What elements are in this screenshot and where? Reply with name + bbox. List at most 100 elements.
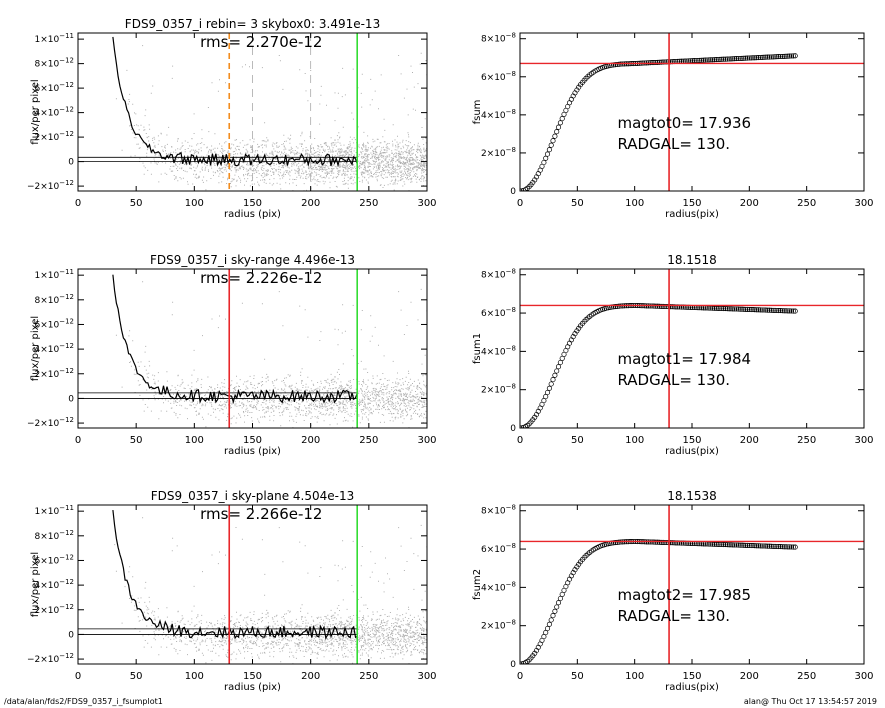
y-axis-label: fsum2 [472, 569, 483, 600]
y-tick-label: 1×10−11 [34, 268, 74, 281]
x-tick-label: 150 [682, 435, 701, 446]
magtot-annotation: magtot1= 17.984 [617, 350, 751, 368]
y-tick-label: 8×10−8 [481, 504, 516, 517]
y-tick-label: 8×10−12 [34, 529, 74, 542]
plot-area [520, 505, 864, 664]
x-tick-label: 250 [359, 198, 378, 209]
y-axis-label: flux/per pixel [30, 79, 41, 144]
y-axis-label: flux/per pixel [30, 316, 41, 381]
y-tick-label: 2×10−8 [481, 383, 516, 396]
x-tick-label: 150 [682, 671, 701, 682]
x-axis-label: radius (pix) [224, 446, 281, 457]
plot-area [78, 33, 427, 191]
x-tick-label: 0 [517, 198, 523, 209]
x-axis-label: radius(pix) [665, 446, 719, 457]
x-tick-label: 200 [740, 198, 759, 209]
scatter-points [115, 45, 427, 191]
x-tick-label: 100 [625, 435, 644, 446]
scatter-points [115, 281, 427, 428]
panel-6: 0 50 100 150 200 250 300 0 2×10−8 4×10−8 6×10−8 8×1… [472, 489, 874, 693]
y-tick-label: 6×10−8 [481, 542, 516, 555]
x-tick-label: 50 [571, 435, 584, 446]
x-tick-label: 250 [797, 198, 816, 209]
y-tick-label: 0 [68, 630, 74, 640]
x-axis-label: radius (pix) [224, 682, 281, 693]
panel-3: 0 50 100 150 200 250 300−2×10−1202×10−124×10−1… [27, 253, 437, 457]
x-tick-label: 100 [185, 198, 204, 209]
y-axis-label: flux/per pixel [30, 552, 41, 617]
x-tick-label: 100 [185, 671, 204, 682]
magtot-annotation: magtot2= 17.985 [617, 586, 751, 604]
x-tick-label: 250 [359, 435, 378, 446]
y-tick-label: 6×10−8 [481, 70, 516, 83]
x-tick-label: 300 [854, 671, 873, 682]
y-tick-label: −2×10−12 [27, 416, 74, 429]
x-tick-label: 0 [75, 435, 81, 446]
x-tick-label: 100 [185, 435, 204, 446]
y-axis-label: fsum1 [472, 333, 483, 364]
x-tick-label: 300 [417, 435, 436, 446]
x-tick-label: 50 [130, 198, 143, 209]
x-tick-label: 300 [854, 198, 873, 209]
x-tick-label: 150 [243, 435, 262, 446]
plot-area [520, 33, 864, 191]
radgal-annotation: RADGAL= 130. [617, 371, 730, 389]
rms-annotation: rms= 2.270e-12 [200, 33, 322, 51]
y-axis-label: fsum [472, 100, 483, 125]
y-tick-label: 2×10−8 [481, 619, 516, 632]
profile-line [112, 274, 358, 405]
plot-area [78, 505, 427, 664]
y-tick-label: −2×10−12 [27, 179, 74, 192]
chart-title: 18.1538 [667, 489, 717, 503]
x-tick-label: 250 [797, 671, 816, 682]
x-tick-label: 100 [625, 198, 644, 209]
radgal-annotation: RADGAL= 130. [617, 607, 730, 625]
y-tick-label: 1×10−11 [34, 32, 74, 45]
x-tick-label: 50 [130, 435, 143, 446]
x-tick-label: 0 [75, 198, 81, 209]
panel-5: 0 50 100 150 200 250 300−2×10−1202×10−124×10−1… [27, 489, 437, 693]
chart-title: 18.1518 [667, 253, 717, 267]
x-tick-label: 200 [301, 198, 320, 209]
x-tick-label: 50 [571, 671, 584, 682]
scatter-points [114, 517, 427, 664]
y-tick-label: 4×10−8 [481, 344, 516, 357]
y-tick-label: 4×10−8 [481, 580, 516, 593]
chart-title: FDS9_0357_i rebin= 3 skybox0: 3.491e-13 [125, 17, 380, 31]
plot-area [78, 269, 427, 428]
y-tick-label: 8×10−12 [34, 57, 74, 70]
x-tick-label: 200 [740, 435, 759, 446]
x-tick-label: 100 [625, 671, 644, 682]
x-tick-label: 300 [417, 671, 436, 682]
panel-1: 0 50 100 150 200 250 300−2×10−1202×10−124×10−1… [27, 17, 437, 220]
y-tick-label: 0 [510, 660, 516, 670]
y-tick-label: 8×10−8 [481, 268, 516, 281]
x-tick-label: 300 [854, 435, 873, 446]
x-axis-label: radius(pix) [665, 682, 719, 693]
plot-frame [77, 504, 428, 665]
x-tick-label: 0 [517, 435, 523, 446]
chart-title: FDS9_0357_i sky-plane 4.504e-13 [151, 489, 355, 503]
y-tick-label: 8×10−8 [481, 32, 516, 45]
y-tick-label: 4×10−8 [481, 108, 516, 121]
chart-title: FDS9_0357_i sky-range 4.496e-13 [150, 253, 355, 267]
plot-frame [519, 504, 865, 665]
plot-frame [519, 32, 865, 192]
y-tick-label: −2×10−12 [27, 652, 74, 665]
plot-frame [519, 268, 865, 429]
x-tick-label: 200 [740, 671, 759, 682]
x-tick-label: 150 [243, 671, 262, 682]
x-tick-label: 0 [517, 671, 523, 682]
y-tick-label: 1×10−11 [34, 504, 74, 517]
y-tick-label: 0 [510, 424, 516, 434]
y-tick-label: 2×10−8 [481, 146, 516, 159]
x-axis-label: radius(pix) [665, 209, 719, 220]
x-tick-label: 50 [571, 198, 584, 209]
y-tick-label: 0 [68, 394, 74, 404]
radgal-annotation: RADGAL= 130. [617, 135, 730, 153]
profile-line [112, 510, 358, 640]
y-tick-label: 0 [510, 187, 516, 197]
magtot-annotation: magtot0= 17.936 [617, 114, 751, 132]
y-tick-label: 8×10−12 [34, 293, 74, 306]
x-tick-label: 150 [682, 198, 701, 209]
